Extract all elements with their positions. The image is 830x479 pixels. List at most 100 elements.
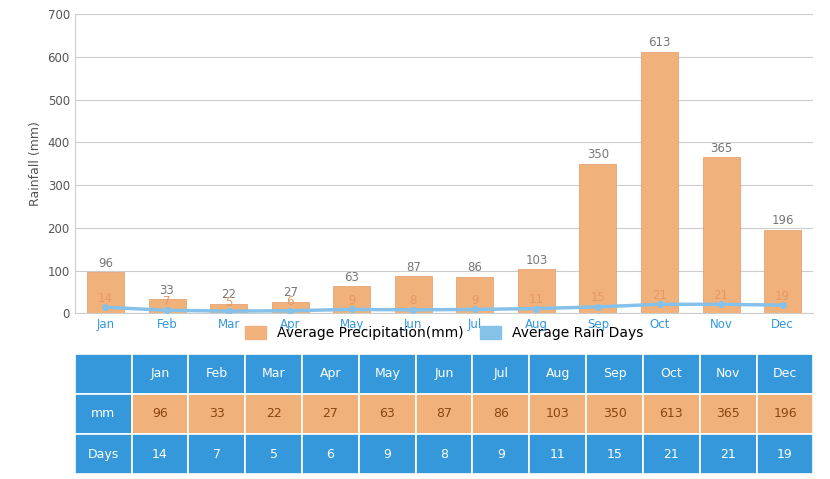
FancyBboxPatch shape [188, 394, 245, 434]
FancyBboxPatch shape [75, 354, 131, 394]
Text: 21: 21 [714, 289, 729, 302]
FancyBboxPatch shape [586, 354, 643, 394]
FancyBboxPatch shape [757, 354, 813, 394]
Text: 22: 22 [221, 288, 236, 301]
Text: 22: 22 [266, 407, 281, 421]
FancyBboxPatch shape [530, 434, 586, 474]
FancyBboxPatch shape [472, 354, 530, 394]
Bar [149, 299, 185, 313]
Text: 6: 6 [286, 295, 294, 308]
Text: mm: mm [91, 407, 115, 421]
Text: May: May [374, 367, 400, 380]
Text: 365: 365 [710, 142, 732, 155]
FancyBboxPatch shape [302, 434, 359, 474]
Text: 96: 96 [152, 407, 168, 421]
FancyBboxPatch shape [416, 354, 472, 394]
Text: 9: 9 [497, 447, 505, 461]
Text: 9: 9 [383, 447, 391, 461]
Text: 14: 14 [152, 447, 168, 461]
Bar [333, 286, 370, 313]
FancyBboxPatch shape [131, 434, 188, 474]
FancyBboxPatch shape [530, 394, 586, 434]
Text: 21: 21 [663, 447, 679, 461]
FancyBboxPatch shape [188, 434, 245, 474]
Legend: Average Precipitation(mm), Average Rain Days: Average Precipitation(mm), Average Rain … [241, 322, 647, 344]
Text: 103: 103 [525, 254, 548, 267]
Text: 21: 21 [652, 289, 667, 302]
FancyBboxPatch shape [643, 434, 700, 474]
Text: 8: 8 [440, 447, 448, 461]
FancyBboxPatch shape [530, 354, 586, 394]
FancyBboxPatch shape [302, 354, 359, 394]
Text: 5: 5 [225, 296, 232, 308]
Text: 350: 350 [587, 148, 609, 161]
FancyBboxPatch shape [245, 354, 302, 394]
Text: Oct: Oct [661, 367, 682, 380]
Text: 63: 63 [379, 407, 395, 421]
Text: 365: 365 [716, 407, 740, 421]
FancyBboxPatch shape [700, 354, 757, 394]
Text: 63: 63 [344, 271, 359, 284]
FancyBboxPatch shape [416, 394, 472, 434]
Text: 8: 8 [409, 294, 417, 308]
Text: 15: 15 [607, 447, 622, 461]
FancyBboxPatch shape [586, 394, 643, 434]
Text: 11: 11 [529, 293, 544, 306]
Text: 33: 33 [209, 407, 225, 421]
FancyBboxPatch shape [757, 434, 813, 474]
Text: 11: 11 [549, 447, 565, 461]
Text: 5: 5 [270, 447, 277, 461]
Bar [764, 229, 801, 313]
Text: 87: 87 [406, 261, 421, 274]
Bar [271, 302, 309, 313]
FancyBboxPatch shape [359, 354, 416, 394]
Text: 14: 14 [98, 292, 113, 305]
Text: 350: 350 [603, 407, 627, 421]
FancyBboxPatch shape [416, 434, 472, 474]
FancyBboxPatch shape [75, 394, 131, 434]
Text: 19: 19 [777, 447, 793, 461]
Text: Aug: Aug [545, 367, 570, 380]
Text: Nov: Nov [716, 367, 740, 380]
Text: Days: Days [87, 447, 119, 461]
Text: 7: 7 [212, 447, 221, 461]
FancyBboxPatch shape [245, 394, 302, 434]
Text: 196: 196 [771, 214, 793, 227]
FancyBboxPatch shape [472, 394, 530, 434]
Text: Mar: Mar [261, 367, 286, 380]
Text: 7: 7 [164, 295, 171, 308]
Text: Apr: Apr [320, 367, 341, 380]
Bar [395, 276, 432, 313]
Text: Feb: Feb [206, 367, 227, 380]
Text: 86: 86 [493, 407, 509, 421]
FancyBboxPatch shape [188, 354, 245, 394]
FancyBboxPatch shape [245, 434, 302, 474]
Text: Jul: Jul [493, 367, 508, 380]
Text: 19: 19 [775, 290, 790, 303]
FancyBboxPatch shape [643, 394, 700, 434]
Text: 27: 27 [283, 286, 298, 299]
Text: 9: 9 [471, 294, 479, 307]
Text: 103: 103 [546, 407, 569, 421]
FancyBboxPatch shape [75, 434, 131, 474]
Text: 21: 21 [720, 447, 736, 461]
Bar [87, 272, 124, 313]
Bar [210, 304, 247, 313]
Text: 6: 6 [326, 447, 334, 461]
FancyBboxPatch shape [131, 394, 188, 434]
FancyBboxPatch shape [700, 434, 757, 474]
Text: 196: 196 [774, 407, 797, 421]
FancyBboxPatch shape [700, 394, 757, 434]
Text: 9: 9 [348, 294, 355, 307]
FancyBboxPatch shape [757, 394, 813, 434]
Text: Jan: Jan [150, 367, 169, 380]
Text: 86: 86 [467, 261, 482, 274]
Bar [518, 269, 554, 313]
Text: Dec: Dec [773, 367, 797, 380]
FancyBboxPatch shape [131, 354, 188, 394]
Text: 15: 15 [590, 291, 605, 304]
Text: 96: 96 [98, 257, 113, 270]
Text: 87: 87 [436, 407, 452, 421]
FancyBboxPatch shape [302, 394, 359, 434]
Text: 33: 33 [159, 284, 174, 297]
